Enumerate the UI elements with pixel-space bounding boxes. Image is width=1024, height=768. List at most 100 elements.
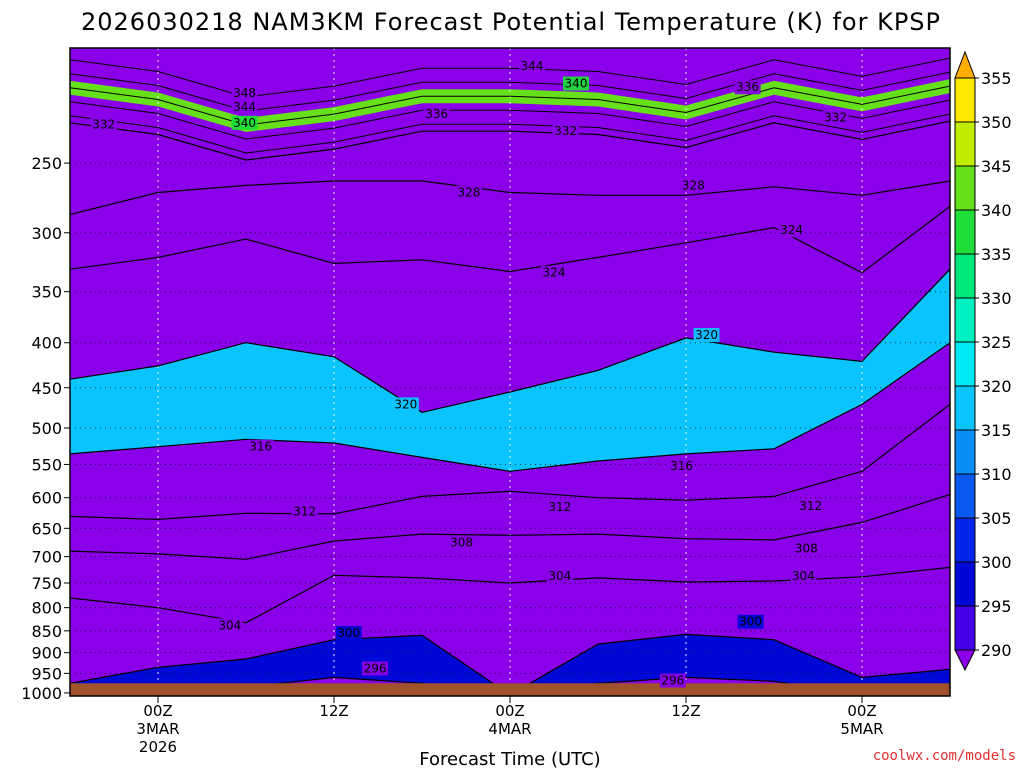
contour-label-324: 324 bbox=[543, 266, 566, 280]
contour-label-bg-332 bbox=[90, 117, 117, 132]
contour-labels: 3483443403323443403363363323323283283243… bbox=[90, 59, 849, 688]
contour-label-312: 312 bbox=[799, 499, 822, 513]
y-tick-label-800: 800 bbox=[31, 599, 62, 618]
x-tick-label-18: 12Z bbox=[319, 702, 348, 720]
contour-label-304: 304 bbox=[548, 569, 571, 583]
y-tick-label-600: 600 bbox=[31, 489, 62, 508]
colorbar-bottom-triangle bbox=[954, 649, 976, 672]
y-tick-label-900: 900 bbox=[31, 644, 62, 663]
x-tick-label-30: 00Z bbox=[495, 702, 524, 720]
colorbar-box-345 bbox=[954, 121, 976, 167]
y-tick-label-350: 350 bbox=[31, 283, 62, 302]
colorbar-label-295: 295 bbox=[981, 597, 1012, 616]
surface-layer bbox=[70, 683, 950, 696]
contour-label-304: 304 bbox=[792, 569, 815, 583]
contour-label-bg-296 bbox=[362, 661, 389, 676]
contour-label-bg-304 bbox=[546, 568, 573, 583]
contour-label-296: 296 bbox=[661, 674, 684, 688]
contour-label-bg-328 bbox=[680, 178, 707, 193]
contour-label-bg-308 bbox=[793, 541, 820, 556]
x-axis-label: Forecast Time (UTC) bbox=[419, 749, 600, 768]
colorbar-top-triangle bbox=[954, 50, 976, 79]
contour-label-bg-336 bbox=[423, 107, 450, 122]
contour-label-308: 308 bbox=[795, 541, 818, 555]
credit-text: coolwx.com/models bbox=[873, 748, 1016, 764]
contour-label-332: 332 bbox=[92, 118, 115, 132]
colorbar-label-335: 335 bbox=[981, 245, 1012, 264]
colorbar-box-350 bbox=[954, 77, 976, 123]
y-tick-label-700: 700 bbox=[31, 548, 62, 567]
x-tick-label-6: 00Z bbox=[143, 702, 172, 720]
contour-label-336: 336 bbox=[736, 80, 759, 94]
colorbar: 290 295 300 305 310 315 320 325 330 335 340 345 350 3… bbox=[954, 50, 1012, 672]
isentrope-332 bbox=[70, 113, 950, 154]
y-tick-label-1000: 1000 bbox=[21, 684, 62, 703]
isentrope-324 bbox=[70, 205, 950, 274]
contour-label-332: 332 bbox=[824, 111, 847, 125]
y-tick-label-250: 250 bbox=[31, 154, 62, 173]
theta-band-348 bbox=[70, 48, 950, 104]
colorbar-box-300 bbox=[954, 517, 976, 563]
y-tick-label-950: 950 bbox=[31, 664, 62, 683]
contour-label-332: 332 bbox=[554, 124, 577, 138]
surface-ground bbox=[70, 683, 950, 696]
contour-label-312: 312 bbox=[293, 504, 316, 518]
contour-label-bg-320 bbox=[392, 397, 419, 412]
isentrope-332 bbox=[70, 120, 950, 161]
isentrope-316 bbox=[70, 342, 950, 472]
contour-label-bg-304 bbox=[216, 618, 243, 633]
contour-label-bg-344 bbox=[519, 59, 545, 74]
contour-label-316: 316 bbox=[249, 440, 272, 454]
contour-label-340: 340 bbox=[565, 76, 588, 90]
isentrope-328 bbox=[70, 180, 950, 216]
colorbar-label-310: 310 bbox=[981, 465, 1012, 484]
colorbar-box-335 bbox=[954, 209, 976, 255]
contour-label-bg-316 bbox=[247, 439, 274, 454]
colorbar-label-300: 300 bbox=[981, 553, 1012, 572]
chart-title: 2026030218 NAM3KM Forecast Potential Tem… bbox=[81, 8, 941, 36]
plot-area: 3483443403323443403363363323323283283243… bbox=[70, 48, 950, 696]
isentropes bbox=[70, 57, 950, 696]
contour-label-324: 324 bbox=[780, 223, 803, 237]
contour-label-bg-316 bbox=[668, 458, 695, 473]
contour-label-bg-296 bbox=[659, 673, 686, 688]
contour-label-bg-304 bbox=[790, 568, 817, 583]
colorbar-label-330: 330 bbox=[981, 289, 1012, 308]
colorbar-label-325: 325 bbox=[981, 333, 1012, 352]
contour-label-bg-320 bbox=[693, 328, 720, 343]
contour-label-320: 320 bbox=[695, 328, 718, 342]
x-tick-date-54: 5MAR bbox=[840, 720, 883, 738]
contour-label-316: 316 bbox=[670, 459, 693, 473]
contour-label-bg-328 bbox=[455, 185, 482, 200]
contour-label-320: 320 bbox=[394, 397, 417, 411]
isentrope-344 bbox=[70, 71, 950, 112]
colorbar-label-305: 305 bbox=[981, 509, 1012, 528]
contour-label-344: 344 bbox=[521, 59, 544, 73]
colorbar-box-325 bbox=[954, 297, 976, 343]
colorbar-label-320: 320 bbox=[981, 377, 1012, 396]
colorbar-label-290: 290 bbox=[981, 641, 1012, 660]
colorbar-box-305 bbox=[954, 473, 976, 519]
contour-label-bg-340 bbox=[231, 115, 258, 130]
y-tick-label-750: 750 bbox=[31, 574, 62, 593]
y-tick-label-400: 400 bbox=[31, 334, 62, 353]
isentrope-336 bbox=[70, 99, 950, 140]
contour-label-bg-344 bbox=[231, 100, 258, 115]
colorbar-box-340 bbox=[954, 165, 976, 211]
isentrope-308 bbox=[70, 493, 950, 560]
contour-label-bg-340 bbox=[563, 76, 589, 91]
isentrope-312 bbox=[70, 403, 950, 521]
contour-label-340: 340 bbox=[233, 116, 256, 130]
contour-label-300: 300 bbox=[739, 615, 762, 629]
contour-label-bg-300 bbox=[335, 626, 362, 641]
y-axis: 250 300 350 400 450 500 550 600 650 700 750 800 850 9… bbox=[21, 154, 70, 703]
contour-label-bg-332 bbox=[552, 124, 579, 139]
contour-label-bg-300 bbox=[737, 614, 764, 629]
isentrope-348 bbox=[70, 57, 950, 98]
contour-label-296: 296 bbox=[364, 661, 387, 675]
contour-label-bg-332 bbox=[822, 110, 849, 125]
colorbar-label-355: 355 bbox=[981, 69, 1012, 88]
colorbar-label-350: 350 bbox=[981, 113, 1012, 132]
colorbar-box-320 bbox=[954, 341, 976, 387]
x-tick-label-42: 12Z bbox=[671, 702, 700, 720]
